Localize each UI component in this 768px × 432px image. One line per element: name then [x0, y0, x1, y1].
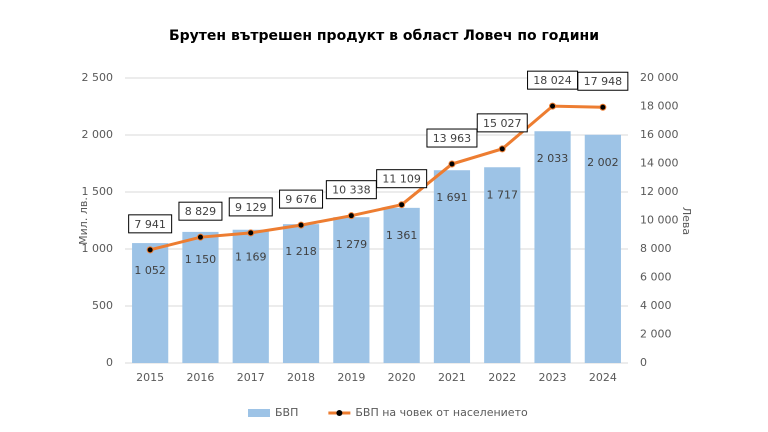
y2-tick-label: 12 000 [640, 185, 679, 198]
legend-label: БВП на човек от населението [355, 406, 528, 419]
value-label: 8 829 [185, 205, 217, 218]
y2-tick-label: 4 000 [640, 299, 672, 312]
y-tick-label: 0 [106, 356, 113, 369]
chart-title: Брутен вътрешен продукт в област Ловеч п… [169, 28, 599, 44]
y2-tick-label: 8 000 [640, 242, 672, 255]
value-label: 17 948 [584, 75, 623, 88]
value-label: 7 941 [134, 218, 166, 231]
line-marker [247, 229, 255, 237]
line-marker [599, 103, 607, 111]
value-label-box [577, 71, 629, 91]
x-tick-label: 2024 [589, 371, 617, 384]
bar [232, 229, 269, 363]
x-tick-label: 2021 [438, 371, 466, 384]
x-tick-label: 2020 [388, 371, 416, 384]
value-label-box [228, 197, 273, 217]
bar [383, 207, 420, 363]
value-label-box [325, 180, 377, 200]
value-label: 1 052 [134, 264, 166, 277]
y-tick-label: 2 000 [82, 128, 114, 141]
x-tick-label: 2015 [136, 371, 164, 384]
line-marker [297, 221, 305, 229]
value-label-box [128, 214, 173, 234]
x-tick-label: 2018 [287, 371, 315, 384]
value-label: 1 218 [285, 245, 317, 258]
value-label: 1 279 [336, 238, 368, 251]
y2-tick-label: 10 000 [640, 214, 679, 227]
y2-tick-label: 14 000 [640, 157, 679, 170]
value-label-box [376, 169, 428, 189]
value-label: 1 169 [235, 251, 267, 264]
x-tick-label: 2023 [539, 371, 567, 384]
line-marker [347, 212, 355, 220]
bar [484, 167, 521, 363]
value-label: 9 129 [235, 201, 267, 214]
value-label: 18 024 [533, 74, 572, 87]
bar [282, 224, 320, 363]
value-label-box [178, 201, 223, 221]
y-tick-label: 500 [92, 299, 113, 312]
y2-tick-label: 18 000 [640, 100, 679, 113]
x-tick-label: 2016 [186, 371, 214, 384]
value-label: 1 691 [436, 191, 468, 204]
bar [132, 243, 169, 363]
y-tick-label: 1 000 [82, 242, 114, 255]
value-label: 2 002 [587, 156, 619, 169]
y2-tick-label: 2 000 [640, 328, 672, 341]
line-marker [146, 246, 154, 254]
value-label: 1 150 [185, 253, 217, 266]
line-marker [398, 201, 406, 209]
line-marker [196, 233, 204, 241]
value-label: 1 717 [487, 188, 519, 201]
value-label-box [279, 189, 324, 209]
y2-tick-label: 0 [640, 356, 647, 369]
bar [333, 217, 370, 363]
bar [433, 170, 471, 363]
line-marker [448, 160, 456, 168]
y-axis-label: Мил. лв. [77, 197, 90, 245]
y2-tick-label: 16 000 [640, 128, 679, 141]
value-label: 9 676 [285, 193, 317, 206]
value-label: 15 027 [483, 117, 522, 130]
value-label-box [426, 128, 478, 148]
value-label: 10 338 [332, 184, 371, 197]
y-tick-label: 2 500 [82, 71, 114, 84]
legend-marker [336, 410, 343, 416]
y2-tick-label: 6 000 [640, 271, 672, 284]
value-label: 2 033 [537, 152, 569, 165]
value-label: 1 361 [386, 229, 418, 242]
y2-tick-label: 20 000 [640, 71, 679, 84]
y2-axis-label: Лева [680, 207, 693, 235]
value-label: 13 963 [433, 132, 472, 145]
bar [534, 131, 571, 363]
value-label: 11 109 [382, 173, 421, 186]
bar [182, 231, 219, 363]
legend-label: БВП [275, 406, 298, 419]
x-tick-label: 2017 [237, 371, 265, 384]
x-tick-label: 2019 [337, 371, 365, 384]
legend-swatch [248, 409, 270, 417]
line-marker [549, 102, 557, 110]
y-tick-label: 1 500 [82, 185, 114, 198]
x-tick-label: 2022 [488, 371, 516, 384]
line-marker [498, 145, 506, 153]
value-label-box [476, 113, 528, 133]
bar [584, 134, 621, 363]
